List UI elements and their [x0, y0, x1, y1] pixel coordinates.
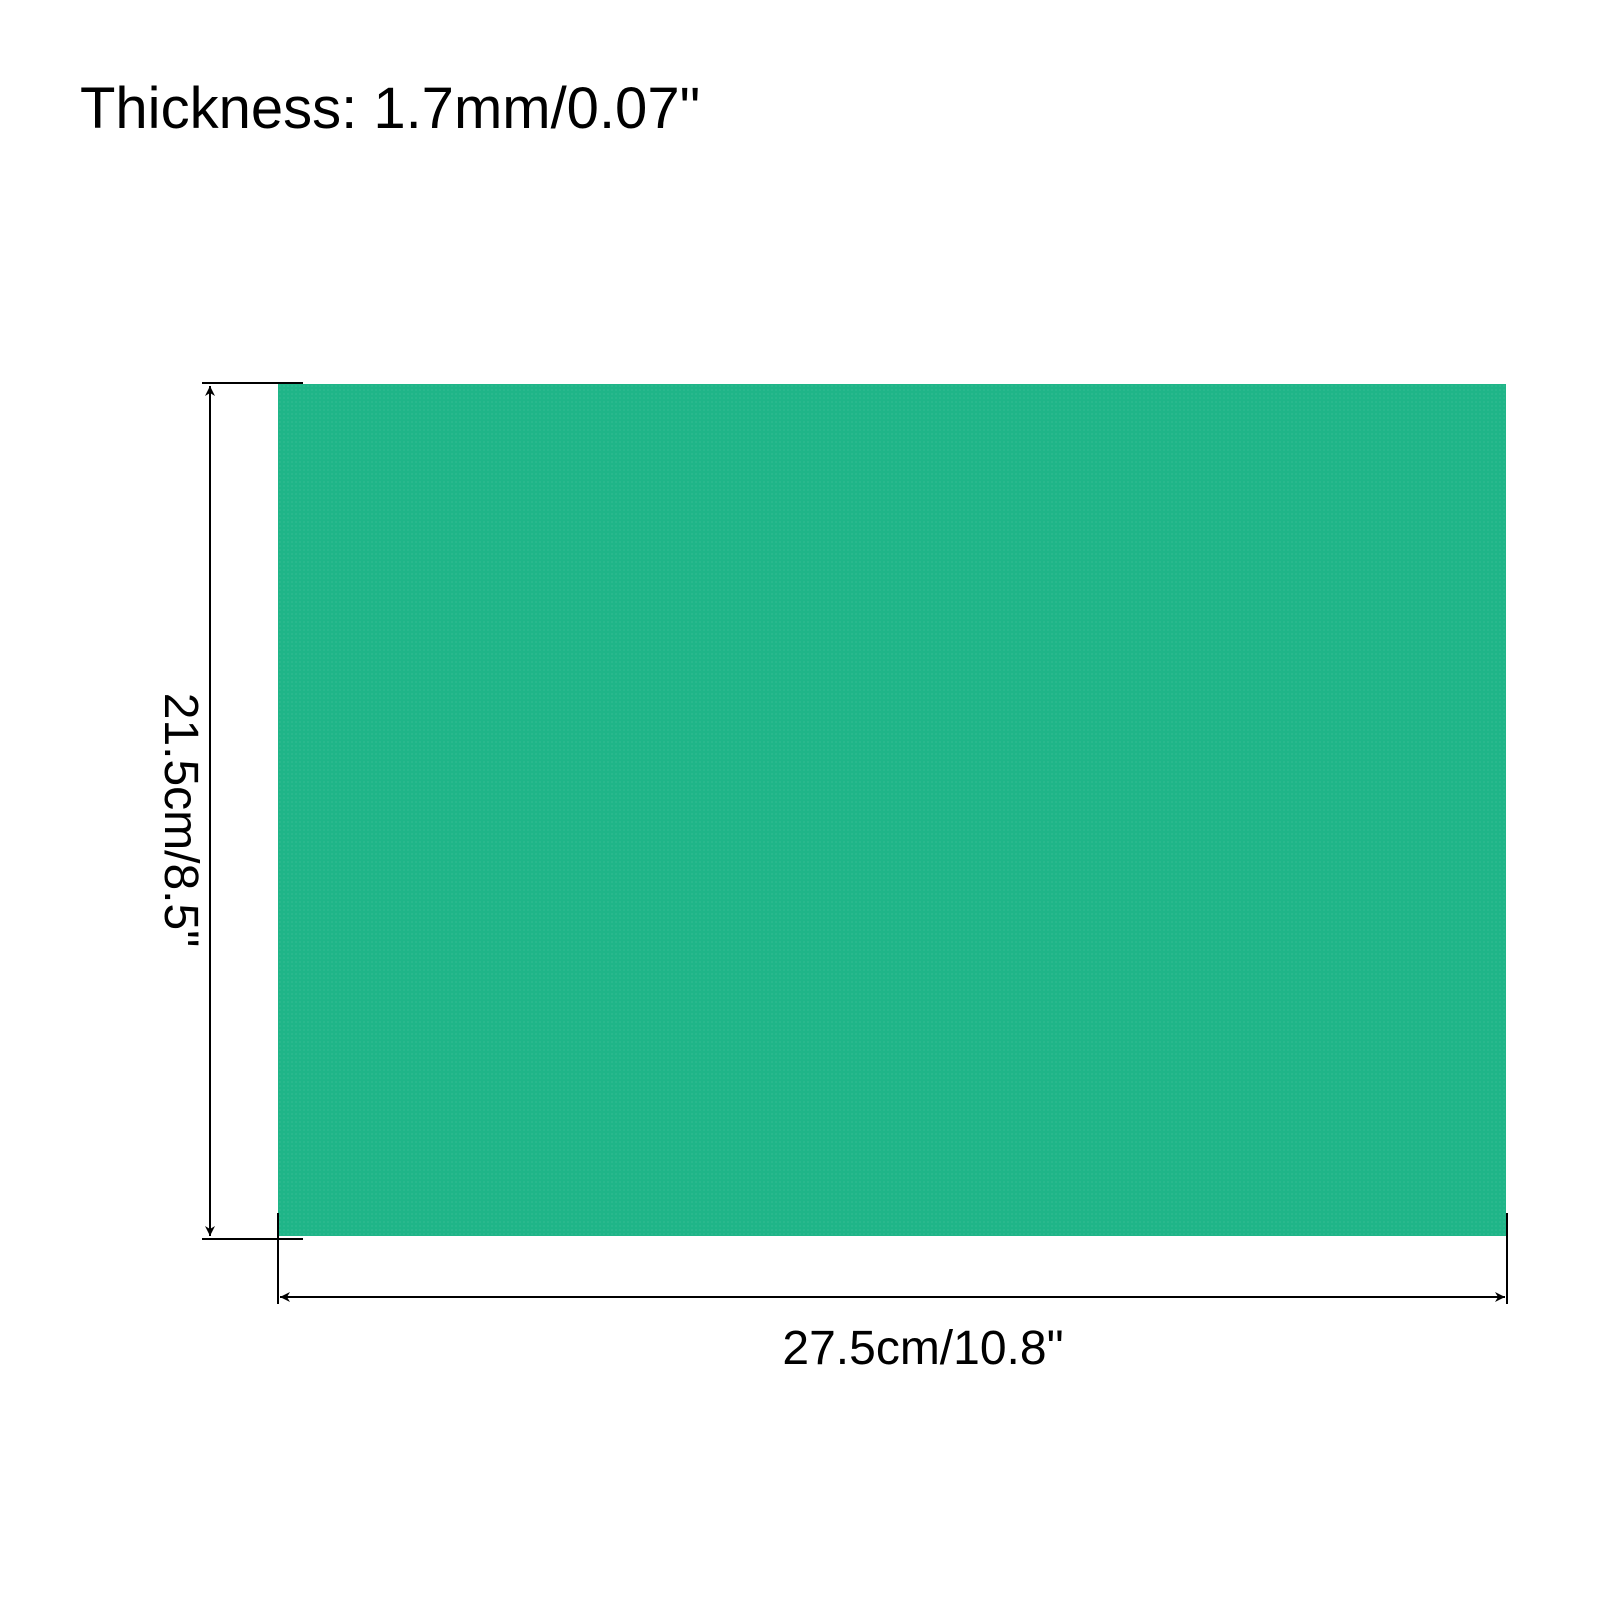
height-label: 21.5cm/8.5"	[154, 692, 207, 948]
thickness-label: Thickness: 1.7mm/0.07"	[80, 76, 701, 141]
green-foam-sheet	[278, 384, 1506, 1236]
width-label: 27.5cm/10.8"	[782, 1322, 1064, 1375]
